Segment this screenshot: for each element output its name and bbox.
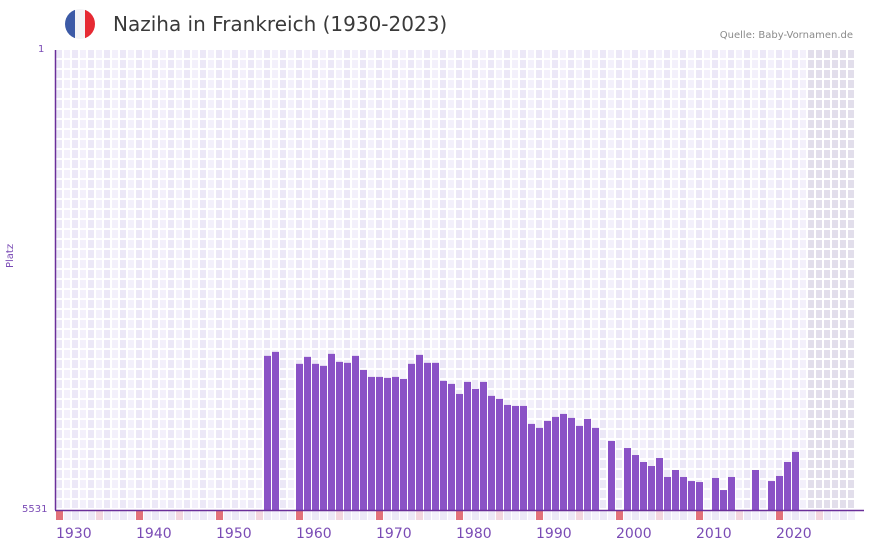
- bar-2005: [664, 476, 671, 510]
- bar-2004: [656, 458, 663, 510]
- y-tick-bottom: 5531: [22, 504, 48, 515]
- bar-2006: [672, 469, 679, 510]
- bar-2021: [792, 451, 799, 510]
- bar-1993: [568, 417, 575, 510]
- x-tick-1930: 1930: [56, 526, 92, 542]
- bar-2008: [688, 481, 695, 510]
- x-tick-2020: 2020: [776, 526, 812, 542]
- bar-1992: [560, 413, 567, 510]
- bar-1962: [320, 365, 327, 510]
- bar-1975: [424, 362, 431, 510]
- bar-2001: [632, 455, 639, 510]
- bar-1980: [464, 381, 471, 510]
- x-tick-1950: 1950: [216, 526, 252, 542]
- bar-1986: [512, 405, 519, 510]
- bar-1956: [272, 351, 279, 510]
- bar-1987: [520, 405, 527, 510]
- bar-1995: [584, 418, 591, 510]
- bar-1982: [480, 381, 487, 510]
- bar-1959: [296, 363, 303, 510]
- bar-1972: [400, 378, 407, 510]
- bar-1990: [544, 420, 551, 510]
- bar-1998: [608, 440, 615, 510]
- bar-2013: [728, 476, 735, 510]
- bar-1976: [432, 362, 439, 510]
- bar-2009: [696, 482, 703, 510]
- bar-1985: [504, 404, 511, 510]
- france-flag-icon: [65, 9, 95, 39]
- x-tick-1980: 1980: [456, 526, 492, 542]
- bar-1974: [416, 354, 423, 510]
- bar-1966: [352, 355, 359, 510]
- bar-1960: [304, 356, 311, 510]
- x-tick-2000: 2000: [616, 526, 652, 542]
- bar-1971: [392, 376, 399, 510]
- bar-2002: [640, 462, 647, 510]
- x-tick-1960: 1960: [296, 526, 332, 542]
- bar-2019: [776, 475, 783, 510]
- bar-2012: [720, 490, 727, 510]
- bar-1977: [440, 380, 447, 510]
- bar-1996: [592, 427, 599, 510]
- bar-1994: [576, 425, 583, 510]
- bar-2018: [768, 481, 775, 510]
- source-label: Quelle: Baby-Vornamen.de: [719, 30, 853, 41]
- bar-1965: [344, 362, 351, 510]
- bar-1968: [368, 376, 375, 510]
- bar-1970: [384, 377, 391, 510]
- x-tick-1970: 1970: [376, 526, 412, 542]
- x-tick-1940: 1940: [136, 526, 172, 542]
- y-tick-top: 1: [38, 44, 45, 55]
- bar-1991: [552, 416, 559, 510]
- bar-1969: [376, 376, 383, 510]
- x-tick-2010: 2010: [696, 526, 732, 542]
- bar-2011: [712, 477, 719, 510]
- chart-title: Naziha in Frankreich (1930-2023): [113, 12, 448, 36]
- bar-1981: [472, 388, 479, 510]
- bar-1963: [328, 353, 335, 510]
- bar-2016: [752, 469, 759, 510]
- bar-1988: [528, 423, 535, 510]
- bar-1967: [360, 369, 367, 510]
- bar-2007: [680, 476, 687, 510]
- x-tick-1990: 1990: [536, 526, 572, 542]
- bar-1973: [408, 363, 415, 510]
- bar-1955: [264, 355, 271, 510]
- bar-1979: [456, 393, 463, 510]
- bar-1983: [488, 395, 495, 510]
- bar-2020: [784, 462, 791, 510]
- bar-1964: [336, 361, 343, 510]
- bar-1989: [536, 427, 543, 510]
- bar-2003: [648, 465, 655, 510]
- bar-1978: [448, 383, 455, 510]
- bar-1961: [312, 363, 319, 510]
- bar-2000: [624, 448, 631, 510]
- bar-1984: [496, 398, 503, 510]
